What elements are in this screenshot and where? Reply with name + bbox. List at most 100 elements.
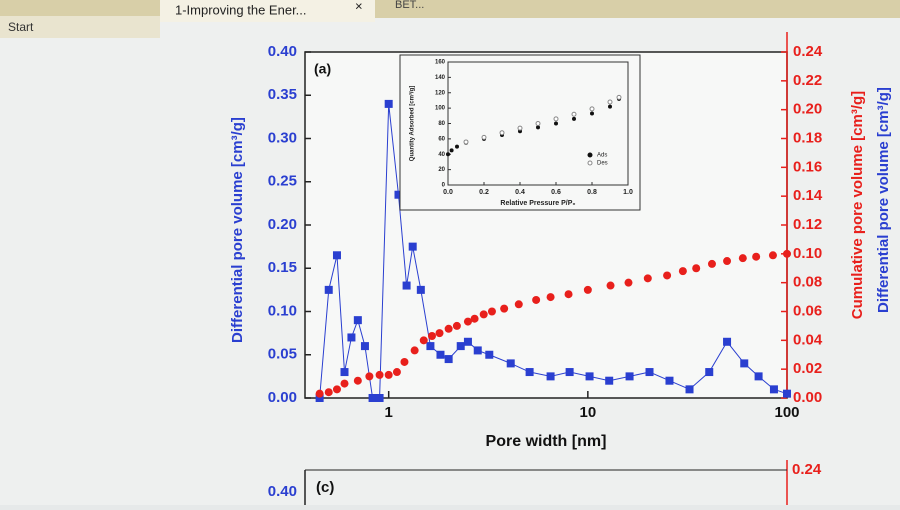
x-tick-label: 1 [385, 404, 393, 421]
data-point [452, 321, 461, 330]
y2-tick-label: 0.22 [793, 72, 822, 89]
data-point [707, 259, 716, 268]
tab-title[interactable]: 1-Improving the Ener... [175, 2, 307, 17]
data-point [506, 359, 515, 368]
data-point [525, 368, 534, 377]
data-point [365, 372, 374, 381]
data-point [606, 281, 615, 290]
legend-label: Ads [597, 153, 607, 159]
y2-tick-label: 0.10 [793, 245, 822, 262]
inset-y-tick-label: 20 [438, 167, 445, 173]
tab-bar [0, 0, 900, 18]
y2-tick-label: 0.04 [793, 331, 823, 348]
data-point [470, 314, 479, 323]
data-point [408, 242, 417, 251]
inset-y-tick-label: 140 [435, 75, 446, 81]
data-point [444, 324, 453, 333]
data-point [554, 121, 558, 126]
data-point [665, 376, 674, 385]
y2-tick-label: 0.24 [793, 43, 823, 60]
inset-y-tick-label: 40 [438, 152, 445, 158]
data-point [624, 278, 633, 287]
data-point [332, 385, 341, 394]
data-point [546, 372, 555, 381]
y2-tick-label: 0.20 [793, 101, 822, 118]
tab-close[interactable]: × [355, 0, 363, 13]
data-point [705, 368, 714, 377]
data-point [455, 144, 459, 149]
data-point [546, 293, 555, 302]
data-point [535, 121, 541, 126]
data-point [752, 252, 761, 261]
data-point [738, 254, 747, 263]
inset-y-tick-label: 120 [435, 90, 446, 96]
legend-label: Des [597, 161, 608, 167]
data-point [769, 385, 778, 394]
data-point [553, 116, 559, 122]
tab-title[interactable]: Start [8, 20, 34, 34]
data-point [564, 290, 573, 299]
panel-label: (c) [316, 479, 334, 496]
data-point [360, 342, 369, 351]
inset-x-label: Relative Pressure P/P₀ [500, 200, 575, 207]
data-point [384, 99, 393, 108]
data-point [400, 357, 409, 366]
data-point [368, 394, 377, 402]
data-point [426, 342, 435, 351]
inset-y-tick-label: 60 [438, 136, 445, 142]
data-point [723, 337, 732, 346]
inset-y-label: Quantity Adsorbed [cm³/g] [409, 86, 416, 161]
data-point [487, 307, 496, 316]
data-point [347, 333, 356, 342]
y2-axis-label: Differential pore volume [cm³/g] [875, 87, 892, 313]
data-point [419, 336, 428, 345]
data-point [692, 264, 701, 273]
data-point [499, 130, 505, 136]
data-point [723, 257, 732, 266]
data-point [375, 394, 384, 402]
inset-x-tick-label: 0.4 [515, 189, 525, 196]
data-point [479, 310, 488, 319]
data-point [571, 111, 577, 117]
data-point [589, 106, 595, 112]
data-point [740, 359, 749, 368]
data-point [402, 281, 411, 290]
y2-tick-label: 0.02 [793, 360, 822, 377]
data-point [340, 368, 349, 377]
y2-tick-label: 0.08 [793, 274, 822, 291]
y-axis-label: Differential pore volume [cm³/g] [229, 117, 246, 343]
inset-x-tick-label: 0.2 [479, 189, 489, 196]
legend-marker [587, 152, 593, 158]
data-point [645, 368, 654, 377]
data-point [583, 285, 592, 294]
data-point [463, 317, 472, 326]
tab[interactable] [0, 16, 160, 38]
y2-tick-label: 0.12 [793, 216, 822, 233]
tab[interactable] [160, 0, 375, 22]
inset-x-tick-label: 1.0 [623, 189, 633, 196]
data-point [340, 379, 349, 388]
y2-tick-label: 0.14 [793, 187, 823, 204]
data-point [375, 370, 384, 379]
x-tick-label: 100 [774, 404, 799, 421]
data-point [428, 332, 437, 341]
data-point [485, 350, 494, 359]
inset-x-tick-label: 0.6 [551, 189, 561, 196]
inset-y-tick-label: 100 [435, 106, 446, 112]
y-tick-label: 0.30 [268, 129, 297, 146]
data-point [685, 385, 694, 394]
tab-title[interactable]: BET... [395, 0, 424, 11]
inset-x-tick-label: 0.0 [443, 189, 453, 196]
data-point [416, 285, 425, 294]
data-point [436, 350, 445, 359]
y2-tick-label: 0.00 [793, 389, 822, 406]
data-point [394, 190, 403, 199]
data-point [517, 125, 523, 131]
x-tick-label: 10 [580, 404, 597, 421]
data-point [616, 94, 622, 100]
data-point [585, 372, 594, 381]
data-point [463, 337, 472, 346]
data-point [607, 99, 613, 105]
data-point [392, 368, 401, 377]
